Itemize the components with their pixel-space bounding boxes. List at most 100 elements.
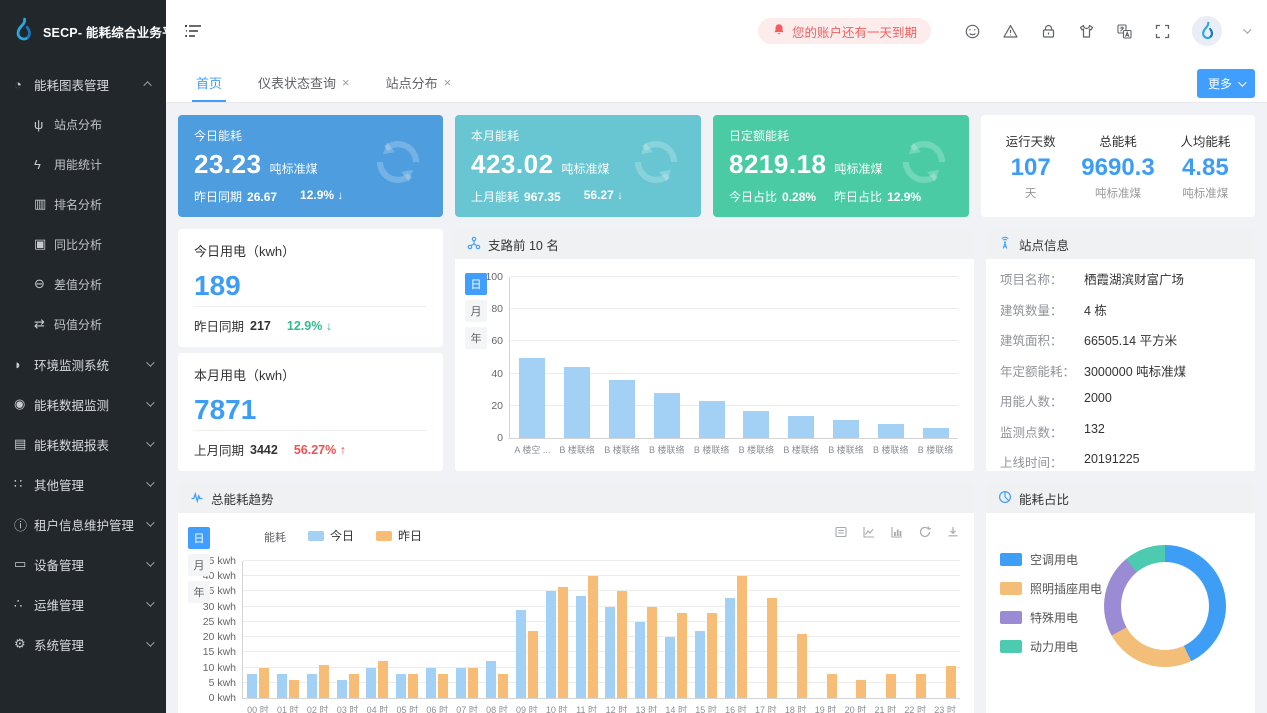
download-icon[interactable] (946, 525, 960, 539)
bar[interactable] (647, 606, 658, 698)
bar[interactable] (877, 424, 904, 438)
bar[interactable] (635, 621, 646, 698)
more-tabs-button[interactable]: 更多 (1196, 69, 1255, 98)
top10-toggle-年[interactable]: 年 (465, 327, 487, 349)
sidebar-item-站点分布[interactable]: ψ 站点分布 (0, 104, 166, 144)
bar[interactable] (665, 637, 676, 698)
bar[interactable] (258, 667, 269, 698)
bar[interactable] (736, 576, 747, 698)
bar[interactable] (743, 410, 770, 438)
bar[interactable] (246, 673, 257, 698)
bar[interactable] (545, 591, 556, 698)
bar[interactable] (677, 612, 688, 698)
legend-item-昨日[interactable]: 昨日 (376, 527, 422, 544)
bar[interactable] (587, 576, 598, 698)
bar[interactable] (497, 673, 508, 698)
energy-ratio-donut[interactable] (1104, 545, 1226, 667)
bar[interactable] (826, 673, 837, 698)
bar[interactable] (527, 631, 538, 698)
bar[interactable] (318, 664, 329, 698)
bar[interactable] (564, 367, 591, 438)
bar[interactable] (456, 667, 467, 698)
bar[interactable] (485, 661, 496, 698)
sidebar-item-能耗图表管理[interactable]: ◔ 能耗图表管理 (0, 64, 166, 104)
sidebar-item-差值分析[interactable]: ⊖ 差值分析 (0, 264, 166, 304)
data-view-icon[interactable] (834, 525, 848, 539)
bar[interactable] (557, 586, 568, 698)
top10-bar-chart[interactable]: 0 20 40 60 80 100 A 楼空 ... B 楼联络 B 楼联络 B 楼联络 B 楼联络… (485, 271, 958, 455)
bar[interactable] (617, 591, 628, 698)
bar[interactable] (426, 667, 437, 698)
bar[interactable] (608, 380, 635, 438)
bar[interactable] (306, 673, 317, 698)
trend-toggle-日[interactable]: 日 (188, 527, 210, 549)
bar[interactable] (766, 597, 777, 698)
sidebar-item-系统管理[interactable]: ⚙ 系统管理 (0, 624, 166, 664)
bar[interactable] (408, 673, 419, 698)
user-menu-chevron-down-icon[interactable] (1243, 25, 1252, 34)
sidebar-item-能耗数据监测[interactable]: ◉ 能耗数据监测 (0, 384, 166, 424)
trend-toggle-月[interactable]: 月 (188, 554, 210, 576)
line-chart-icon[interactable] (862, 525, 876, 539)
bar[interactable] (916, 673, 927, 698)
donut-legend-item-动力用电[interactable]: 动力用电 (1000, 638, 1102, 655)
bar[interactable] (946, 666, 957, 698)
tab-仪表状态查询[interactable]: 仪表状态查询 × (240, 62, 368, 102)
bar[interactable] (796, 634, 807, 698)
bar[interactable] (653, 392, 680, 438)
close-icon[interactable]: × (443, 74, 452, 90)
sidebar-item-租户信息维护管理[interactable]: ⓘ 租户信息维护管理 (0, 504, 166, 544)
bar[interactable] (519, 357, 546, 438)
tab-首页[interactable]: 首页 (178, 62, 240, 102)
donut-legend-item-照明插座用电[interactable]: 照明插座用电 (1000, 580, 1102, 597)
bar[interactable] (724, 597, 735, 698)
top10-toggle-月[interactable]: 月 (465, 300, 487, 322)
skin-icon[interactable] (1078, 23, 1095, 40)
refresh-icon[interactable] (918, 525, 932, 539)
sidebar-item-码值分析[interactable]: ⇄ 码值分析 (0, 304, 166, 344)
bar[interactable] (856, 679, 867, 698)
sidebar-item-排名分析[interactable]: ▥ 排名分析 (0, 184, 166, 224)
top10-toggle-日[interactable]: 日 (465, 273, 487, 295)
tab-站点分布[interactable]: 站点分布 × (368, 62, 470, 102)
sidebar-item-能耗数据报表[interactable]: ▤ 能耗数据报表 (0, 424, 166, 464)
bar[interactable] (468, 667, 479, 698)
sidebar-item-设备管理[interactable]: ▭ 设备管理 (0, 544, 166, 584)
bar[interactable] (276, 673, 287, 698)
bar[interactable] (366, 667, 377, 698)
bar[interactable] (922, 427, 949, 438)
bar[interactable] (348, 673, 359, 698)
sidebar-item-其他管理[interactable]: ∷ 其他管理 (0, 464, 166, 504)
sidebar-item-运维管理[interactable]: ∴ 运维管理 (0, 584, 166, 624)
bar[interactable] (515, 609, 526, 698)
bar[interactable] (832, 420, 859, 438)
trend-bar-chart[interactable]: 0 kwh 5 kwh 10 kwh 15 kwh 20 kwh 25 kwh 30 kwh… (203, 555, 960, 713)
warning-icon[interactable] (1002, 23, 1019, 40)
close-icon[interactable]: × (342, 74, 350, 90)
bar[interactable] (886, 673, 897, 698)
bar[interactable] (288, 679, 299, 698)
bar[interactable] (396, 673, 407, 698)
bar[interactable] (438, 673, 449, 698)
account-expiry-alert[interactable]: 您的账户还有一天到期 (757, 18, 931, 44)
sidebar-item-用能统计[interactable]: ϟ 用能统计 (0, 144, 166, 184)
avatar[interactable] (1192, 16, 1222, 46)
bar[interactable] (378, 661, 389, 698)
lock-icon[interactable] (1040, 23, 1057, 40)
bar[interactable] (336, 679, 347, 698)
translate-icon[interactable] (1116, 23, 1133, 40)
theme-icon[interactable] (964, 23, 981, 40)
bar[interactable] (788, 416, 815, 438)
trend-toggle-年[interactable]: 年 (188, 581, 210, 603)
fullscreen-icon[interactable] (1154, 23, 1171, 40)
bar[interactable] (698, 400, 725, 438)
legend-item-今日[interactable]: 今日 (308, 527, 354, 544)
donut-legend-item-空调用电[interactable]: 空调用电 (1000, 551, 1102, 568)
bar[interactable] (605, 606, 616, 698)
bar-chart-icon[interactable] (890, 525, 904, 539)
collapse-sidebar-icon[interactable] (184, 23, 204, 39)
bar[interactable] (575, 596, 586, 698)
sidebar-item-同比分析[interactable]: ▣ 同比分析 (0, 224, 166, 264)
sidebar-item-环境监测系统[interactable]: ◗ 环境监测系统 (0, 344, 166, 384)
bar[interactable] (695, 631, 706, 698)
